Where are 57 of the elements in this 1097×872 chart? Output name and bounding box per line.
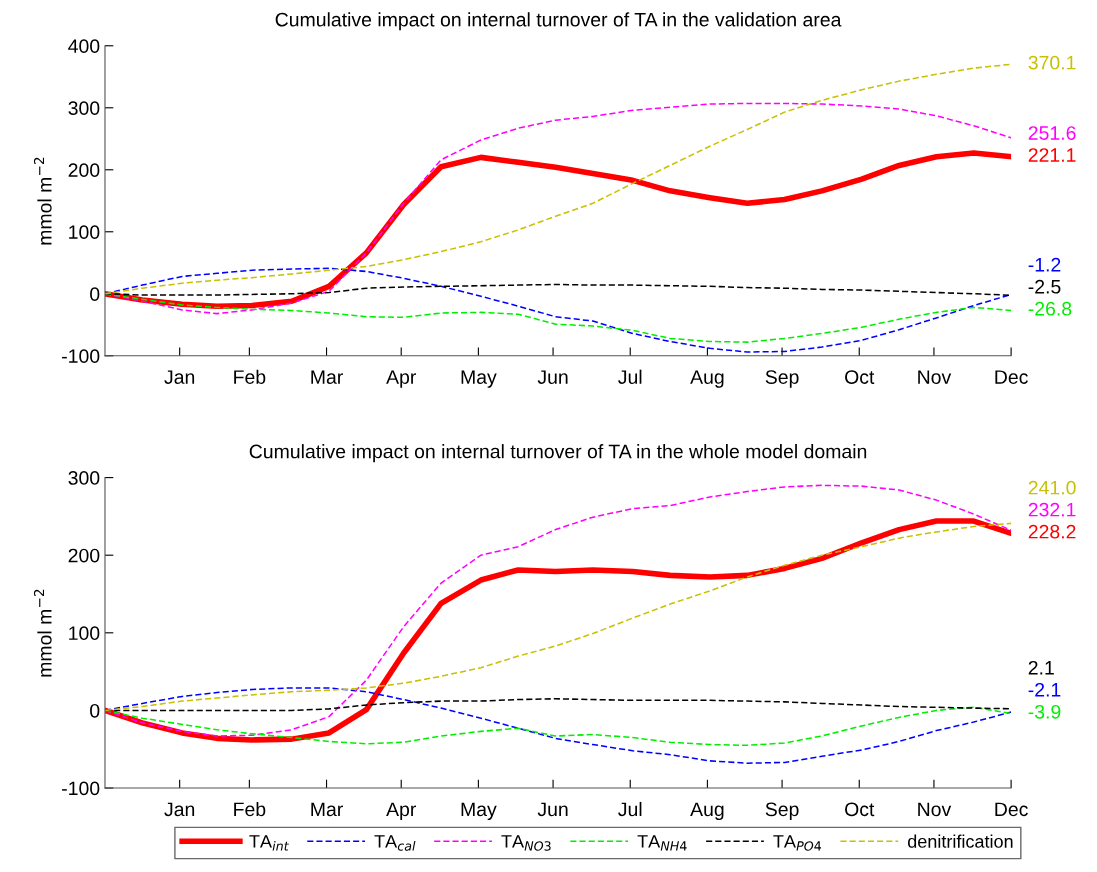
data-label: -1.2	[1028, 257, 1061, 272]
x-tick-label: Aug	[690, 802, 724, 821]
x-tick-label: Apr	[386, 370, 417, 388]
data-label: 241.0	[1028, 480, 1076, 495]
x-tick-label: Jan	[164, 370, 195, 384]
data-label: -3.9	[1028, 704, 1061, 719]
legend-label: TA$_{PO4}$	[773, 835, 822, 851]
x-tick-label: Oct	[845, 802, 875, 817]
y-axis-title: mmol m$^{−2}$	[33, 589, 52, 677]
x-tick-label: Apr	[386, 802, 417, 821]
x-tick-label: Jun	[537, 802, 568, 817]
x-tick-label: Jul	[618, 369, 642, 384]
x-tick-label: Jul	[618, 801, 642, 817]
y-tick-label: -100	[62, 781, 100, 796]
chart-title: Cumulative impact on internal turnover of TA in the whole model domain	[249, 444, 867, 463]
y-tick-label: 300	[68, 471, 100, 485]
y-tick-label: 0	[90, 703, 100, 718]
data-label: 232.1	[1028, 502, 1076, 517]
x-tick-label: Dec	[995, 370, 1028, 384]
legend-label: TA$_{cal}$	[374, 835, 416, 851]
legend-label: TA$_{NO3}$	[501, 835, 551, 851]
x-tick-label: Sep	[765, 370, 799, 388]
y-tick-label: 200	[68, 548, 100, 563]
data-label: -2.5	[1028, 279, 1061, 294]
data-label: 221.1	[1028, 148, 1076, 162]
x-tick-label: May	[461, 802, 497, 821]
data-label: -2.1	[1028, 682, 1061, 697]
x-tick-label: Nov	[918, 370, 952, 384]
data-label: -26.8	[1028, 301, 1072, 316]
y-tick-label: 100	[69, 225, 100, 240]
x-tick-label: Aug	[690, 370, 724, 388]
x-tick-label: Feb	[234, 801, 266, 817]
chart-title: Cumulative impact on internal turnover of TA in the validation area	[275, 12, 842, 31]
data-label: 370.1	[1028, 55, 1076, 70]
x-tick-label: Mar	[311, 802, 343, 817]
x-tick-label: Oct	[845, 370, 875, 384]
x-tick-label: Jan	[164, 802, 195, 817]
y-tick-label: 0	[90, 287, 100, 302]
x-tick-label: Dec	[995, 802, 1028, 817]
y-tick-label: 400	[68, 39, 100, 54]
data-label: 2.1	[1028, 660, 1054, 675]
y-tick-label: 300	[68, 101, 100, 116]
y-tick-label: 100	[69, 626, 100, 641]
legend-label: TA$_{NH4}$	[637, 835, 687, 851]
legend-label: denitrification	[907, 834, 1013, 848]
x-tick-label: Sep	[765, 802, 799, 821]
data-label: 228.2	[1028, 524, 1076, 539]
y-tick-label: -100	[62, 349, 100, 364]
y-axis-title: mmol m$^{−2}$	[33, 157, 52, 245]
x-tick-label: Jun	[537, 370, 568, 384]
y-tick-label: 200	[68, 163, 100, 178]
x-tick-label: Nov	[918, 802, 952, 817]
x-tick-label: May	[461, 370, 497, 388]
legend-label: TA$_{int}$	[249, 835, 290, 851]
x-tick-label: Mar	[311, 370, 343, 384]
x-tick-label: Feb	[234, 369, 266, 384]
data-label: 251.6	[1028, 126, 1076, 140]
